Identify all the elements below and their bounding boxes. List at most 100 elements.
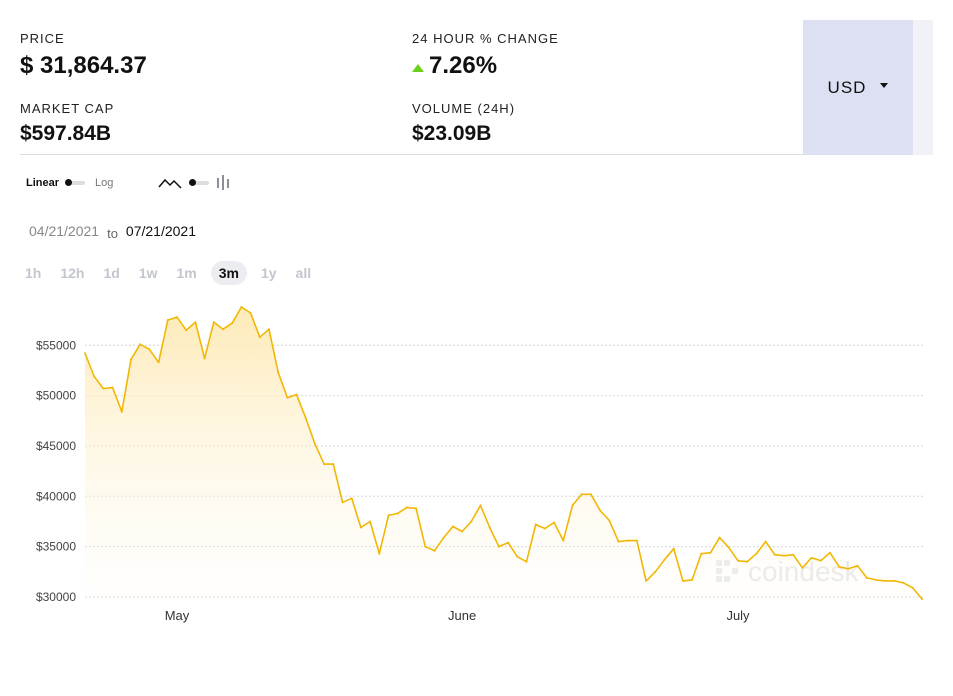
volume-label: VOLUME (24H) <box>412 101 516 116</box>
price-point <box>737 559 739 562</box>
price-point <box>893 579 896 582</box>
y-tick-label: $35000 <box>36 540 76 554</box>
price-point <box>332 463 335 466</box>
chart-type-toggle-knob <box>189 179 196 186</box>
date-to-word: to <box>107 226 118 241</box>
price-point <box>157 361 160 364</box>
price-point <box>543 527 546 530</box>
price-point <box>902 581 905 584</box>
linear-scale-option[interactable]: Linear <box>26 177 60 189</box>
price-point <box>102 387 105 390</box>
price-point <box>231 322 234 325</box>
price-point <box>562 539 565 542</box>
price-point <box>323 463 326 466</box>
x-tick-label: June <box>448 608 476 623</box>
price-point <box>792 553 795 556</box>
price-point <box>829 551 831 554</box>
candlestick-chart-icon[interactable] <box>215 174 231 192</box>
currency-dropdown[interactable]: USD <box>803 20 913 155</box>
price-point <box>838 565 841 568</box>
price-point <box>553 521 556 524</box>
chart-type-toggle[interactable] <box>189 179 209 186</box>
scale-toggle[interactable] <box>65 179 86 186</box>
market-cap-label: MARKET CAP <box>20 101 115 116</box>
price-area <box>85 307 922 599</box>
range-button-1w[interactable]: 1w <box>138 265 158 281</box>
date-to[interactable]: 07/21/2021 <box>125 223 196 239</box>
price-point <box>185 329 188 332</box>
price-point <box>212 321 215 324</box>
price-point <box>755 552 758 555</box>
caret-down-icon <box>880 83 889 88</box>
price-point <box>396 512 399 515</box>
price-point <box>691 578 694 581</box>
price-point <box>875 578 877 581</box>
range-button-1y[interactable]: 1y <box>260 265 277 281</box>
change-label: 24 HOUR % CHANGE <box>412 31 559 46</box>
stats-panel: PRICE $ 31,864.37 24 HOUR % CHANGE 7.26%… <box>20 20 933 155</box>
price-point <box>313 442 316 445</box>
price-point <box>865 576 868 579</box>
date-from[interactable]: 04/21/2021 <box>29 223 100 239</box>
price-point <box>424 545 427 548</box>
range-button-1h[interactable]: 1h <box>25 265 42 281</box>
y-tick-label: $45000 <box>36 439 76 453</box>
price-point <box>921 598 923 600</box>
range-button-3m[interactable]: 3m <box>210 261 247 285</box>
price-point <box>277 371 280 374</box>
range-button-all[interactable]: all <box>295 265 312 281</box>
line-chart-icon[interactable] <box>158 175 182 191</box>
volume-stat: VOLUME (24H) $23.09B <box>412 101 515 146</box>
price-point <box>222 328 224 331</box>
range-button-12h[interactable]: 12h <box>60 265 85 281</box>
price-point <box>746 560 749 563</box>
currency-panel-edge <box>913 20 933 155</box>
price-point <box>433 549 436 552</box>
price-point <box>608 519 611 522</box>
y-tick-label: $40000 <box>36 489 76 503</box>
y-tick-label: $55000 <box>36 338 76 352</box>
price-point <box>635 539 638 542</box>
price-point <box>249 312 252 314</box>
price-point <box>497 545 500 548</box>
x-tick-label: July <box>726 608 750 623</box>
date-range: 04/21/2021 to 07/21/2021 <box>29 223 196 241</box>
scale-toggle-knob <box>65 179 73 186</box>
price-point <box>295 393 298 396</box>
range-selector: 1h 12h 1d 1w 1m 3m 1y all <box>20 261 325 285</box>
price-point <box>405 506 408 509</box>
price-point <box>268 328 270 331</box>
log-scale-option[interactable]: Log <box>95 177 114 189</box>
price-point <box>359 526 362 529</box>
price-point <box>847 567 850 570</box>
range-button-1d[interactable]: 1d <box>103 265 120 281</box>
price-point <box>718 536 721 539</box>
price-point <box>258 336 261 339</box>
price-point <box>507 541 510 544</box>
price-point <box>111 386 114 389</box>
price-point <box>911 586 914 589</box>
price-point <box>442 536 445 539</box>
price-point <box>378 552 381 555</box>
range-button-1m[interactable]: 1m <box>176 265 197 281</box>
price-point <box>617 540 620 543</box>
price-point <box>369 520 372 523</box>
price-point <box>672 547 675 550</box>
price-point <box>451 525 454 528</box>
price-point <box>525 560 528 563</box>
price-point <box>461 530 464 533</box>
price-point <box>783 554 785 557</box>
price-point <box>654 570 657 573</box>
price-point <box>810 556 813 559</box>
price-point <box>580 493 583 496</box>
price-point <box>626 539 629 542</box>
change-value-row: 7.26% <box>412 52 559 80</box>
price-point <box>773 553 776 556</box>
price-point <box>479 504 482 507</box>
change-stat: 24 HOUR % CHANGE 7.26% <box>412 31 559 80</box>
price-point <box>681 579 684 582</box>
price-point <box>148 348 151 351</box>
price-value: $ 31,864.37 <box>20 52 147 79</box>
price-point <box>240 306 243 308</box>
price-point <box>727 546 730 549</box>
